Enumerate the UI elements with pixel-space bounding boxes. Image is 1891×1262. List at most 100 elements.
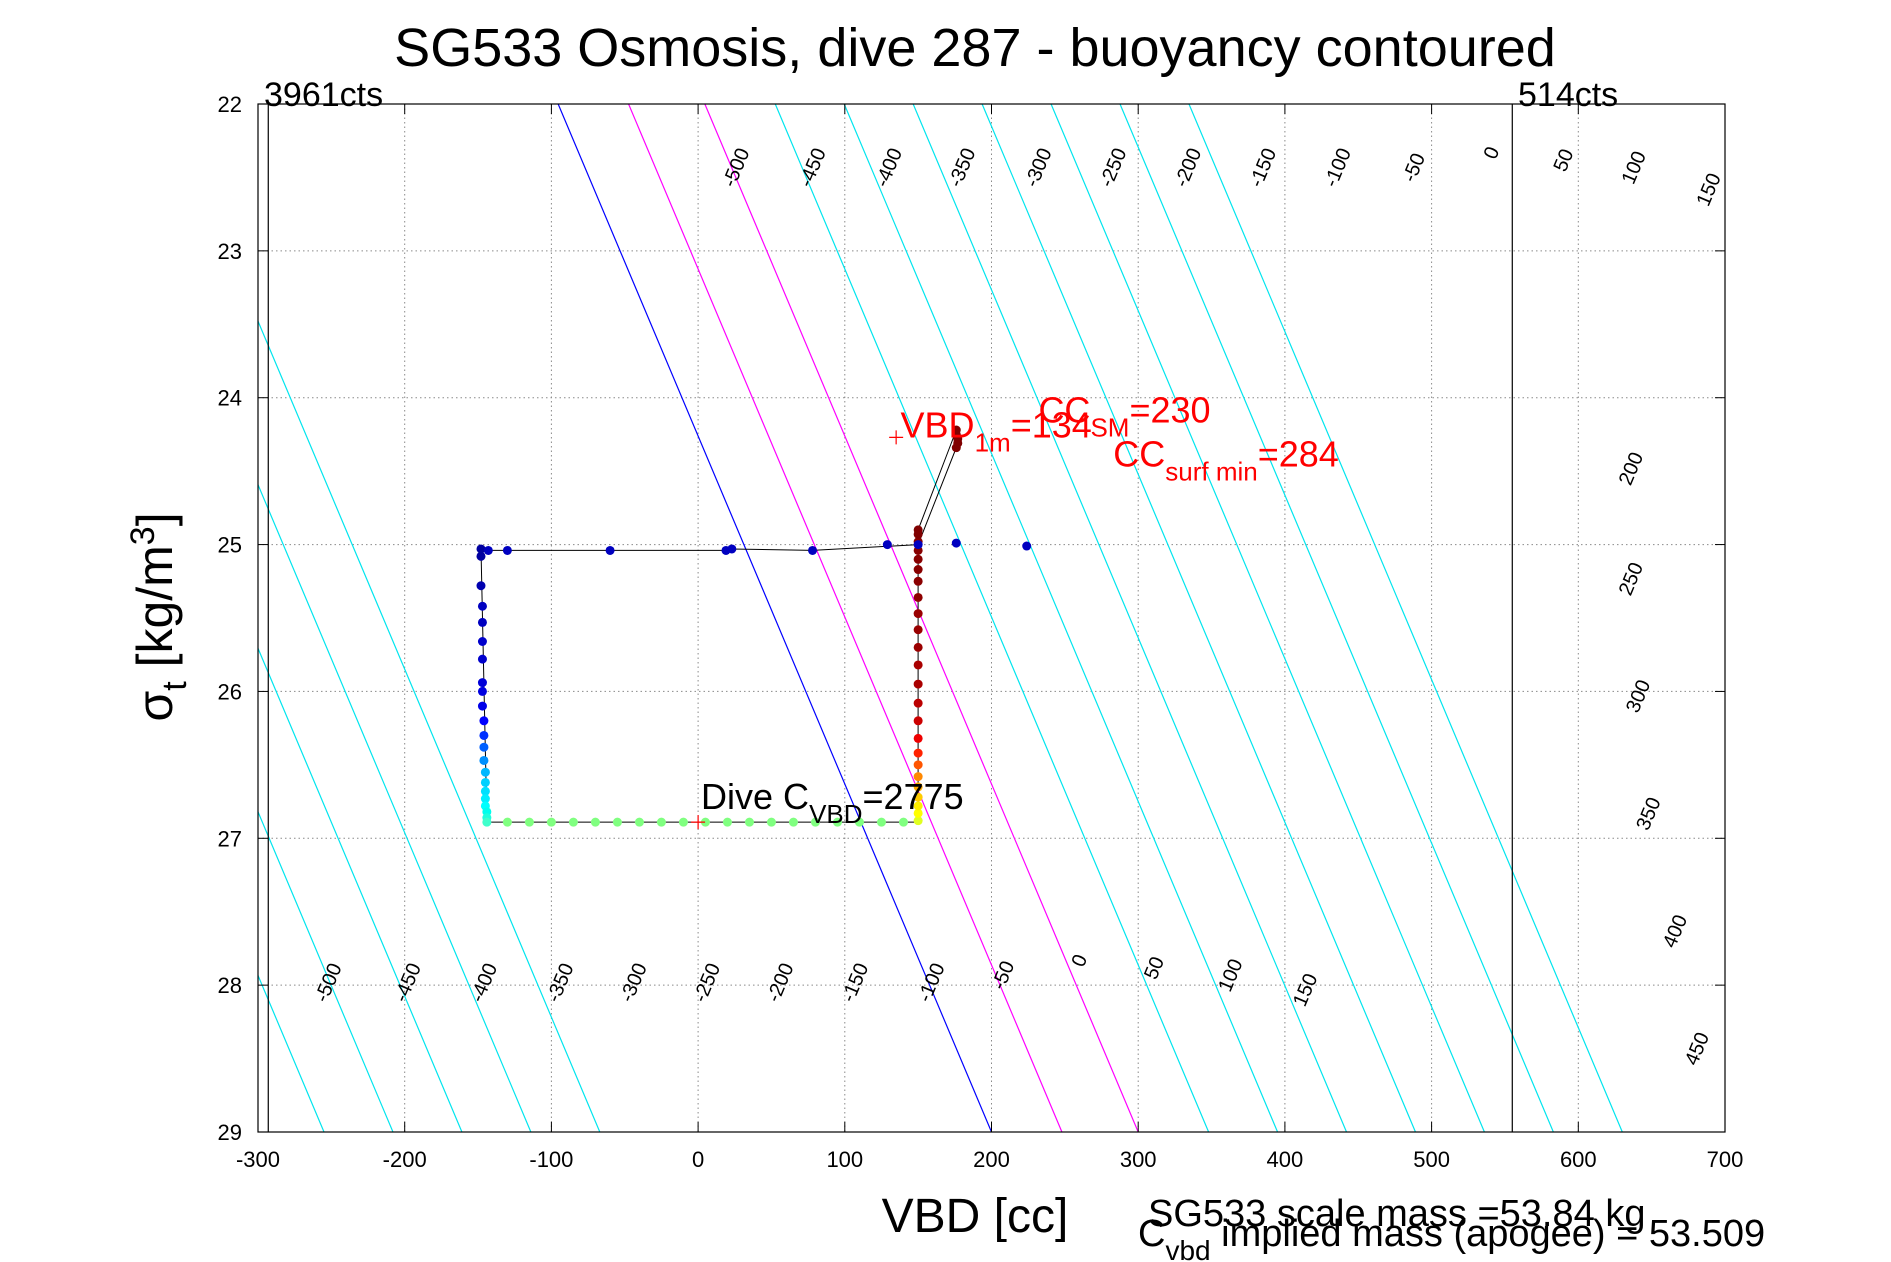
data-point (700, 817, 710, 827)
y-tick-label: 26 (218, 679, 242, 704)
corner-label-right: 514cts (1518, 76, 1618, 114)
plus-marker (889, 430, 904, 445)
footer-implied-mass-sub: vbd (1165, 1235, 1210, 1262)
data-point (854, 817, 864, 827)
annotation-value: =284 (1258, 434, 1339, 475)
y-tick-label: 22 (218, 92, 242, 117)
contour-line (912, 104, 1348, 1132)
data-point (727, 544, 737, 554)
data-point (913, 679, 923, 689)
data-point (476, 551, 486, 561)
data-point (502, 817, 512, 827)
x-tick-label: 700 (1707, 1147, 1744, 1172)
contour-line (258, 646, 463, 1132)
annotation-main: CC (1113, 434, 1165, 475)
data-point (913, 748, 923, 758)
contour-line (774, 104, 1210, 1132)
data-point (477, 686, 487, 696)
data-point (913, 698, 923, 708)
x-axis-label: VBD [cc] (882, 1190, 1069, 1243)
plus-marker (691, 815, 706, 830)
contour-line (981, 104, 1417, 1132)
data-point (766, 817, 776, 827)
data-point (788, 817, 798, 827)
data-point (808, 545, 818, 555)
contour-line (1119, 104, 1554, 1132)
x-axis-ticks: -300 -200 -100 0 100 200 300 400 500 600 700 (236, 104, 1743, 1172)
data-point (678, 817, 688, 827)
x-tick-label: -100 (529, 1147, 573, 1172)
data-point (913, 760, 923, 770)
data-point (483, 545, 493, 555)
footer-implied-mass-rest: implied mass (apogee) = 53.509 (1211, 1213, 1766, 1255)
data-point (477, 601, 487, 611)
data-points (476, 425, 1032, 827)
data-point (913, 808, 923, 818)
data-point (810, 817, 820, 827)
data-point (913, 642, 923, 652)
data-point (477, 678, 487, 688)
contour-line (258, 319, 601, 1132)
x-tick-label: 500 (1413, 1147, 1450, 1172)
data-point (882, 540, 892, 550)
data-point (913, 565, 923, 575)
data-point (479, 730, 489, 740)
annotation-label: CCSM=230 (1038, 390, 1210, 443)
data-point (634, 817, 644, 827)
data-point (913, 609, 923, 619)
data-point (913, 772, 923, 782)
grid-lines (258, 104, 1725, 1132)
data-point (913, 733, 923, 743)
contour-line (628, 104, 1063, 1132)
annotation-sub: SM (1090, 413, 1129, 443)
data-point (913, 801, 923, 811)
data-point (612, 817, 622, 827)
data-point (482, 817, 492, 827)
y-axis-label: σt [kg/m3] (124, 512, 194, 721)
y-tick-label: 24 (218, 386, 242, 411)
annotation-sub: surf min (1165, 457, 1257, 487)
annotation-main: CC (1038, 390, 1090, 431)
data-point (480, 794, 490, 804)
data-point (722, 817, 732, 827)
annotation-sub: VBD (809, 799, 862, 829)
data-point (477, 617, 487, 627)
y-axis-label-close: ] (127, 512, 183, 526)
data-point (744, 817, 754, 827)
y-tick-label: 28 (218, 973, 242, 998)
x-tick-label: -200 (383, 1147, 427, 1172)
data-point (913, 816, 923, 826)
x-tick-label: 600 (1560, 1147, 1597, 1172)
x-tick-label: 0 (692, 1147, 704, 1172)
data-point (951, 538, 961, 548)
footer-implied-mass-main: C (1138, 1213, 1165, 1255)
data-point (546, 817, 556, 827)
data-point (1022, 541, 1032, 551)
contour-line (258, 810, 394, 1132)
data-point (898, 817, 908, 827)
data-point (913, 592, 923, 602)
data-point (568, 817, 578, 827)
x-tick-label: 400 (1267, 1147, 1304, 1172)
contour-line (843, 104, 1279, 1132)
data-point (656, 817, 666, 827)
y-tick-label: 25 (218, 533, 242, 558)
y-tick-label: 23 (218, 239, 242, 264)
y-tick-label: 29 (218, 1120, 242, 1145)
annotation-label: CCsurf min=284 (1113, 434, 1339, 487)
annotation-value: =230 (1129, 390, 1210, 431)
data-point (832, 817, 842, 827)
y-axis-ticks: 22 23 24 25 26 27 28 29 (218, 92, 1725, 1145)
footer-implied-mass: Cvbd implied mass (apogee) = 53.509 (1138, 1213, 1765, 1262)
data-point (480, 777, 490, 787)
vbd-limit-lines (267, 104, 1513, 1132)
data-point (605, 545, 615, 555)
contour-line (557, 104, 993, 1132)
corner-label-left: 3961cts (264, 76, 383, 114)
footer-scale-mass: SG533 scale mass =53.84 kg (1148, 1193, 1645, 1235)
data-point (913, 716, 923, 726)
y-axis-label-main: σ (127, 691, 183, 722)
annotation-value: =2775 (863, 776, 964, 817)
